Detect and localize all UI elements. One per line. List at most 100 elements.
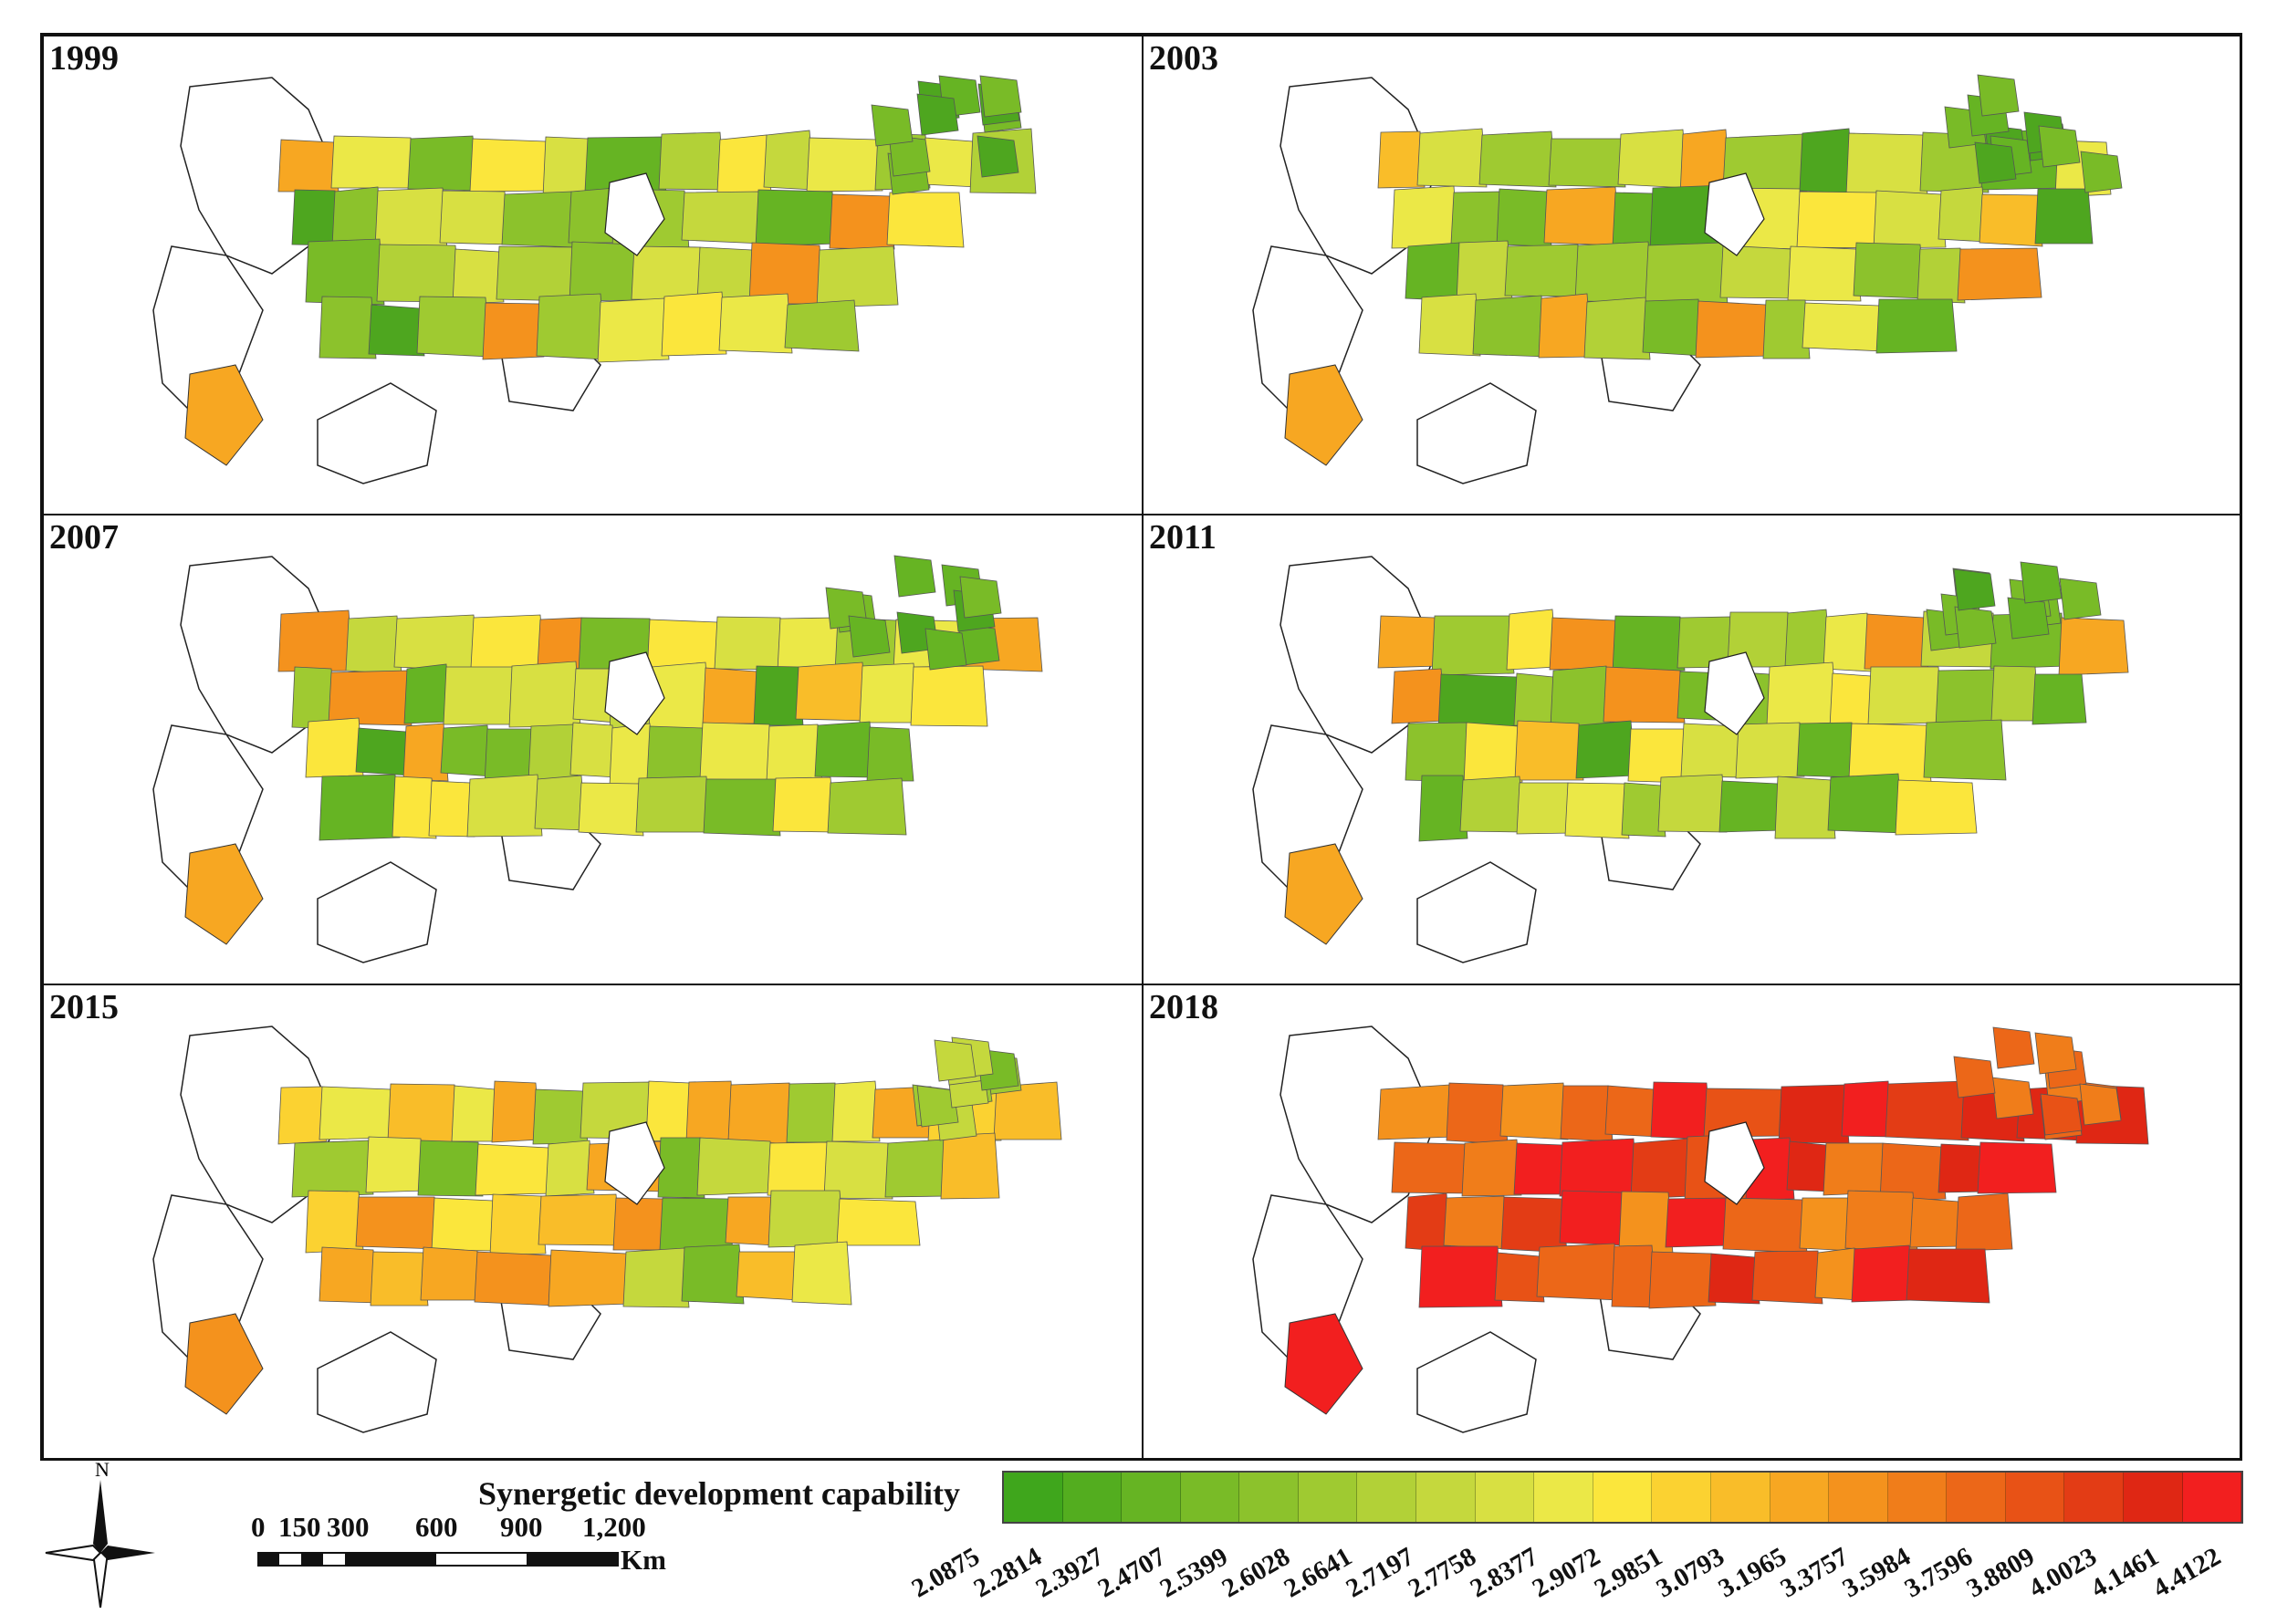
map-region	[1478, 130, 1557, 188]
map-region	[1979, 193, 2043, 247]
map-region	[1377, 1084, 1455, 1140]
region-map	[152, 75, 1037, 484]
map-region	[685, 1080, 736, 1143]
map-region	[491, 1080, 541, 1143]
map-region	[319, 774, 401, 841]
map-region	[1938, 186, 1988, 243]
map-region	[622, 1247, 690, 1308]
map-region	[1564, 782, 1630, 839]
legend-tick-label: 2.5399	[1154, 1542, 1233, 1604]
map-panel-2015: 2015	[43, 984, 1143, 1461]
map-region	[1796, 191, 1882, 249]
legend-tick-label: 2.4707	[1092, 1542, 1171, 1604]
legend-swatch	[1829, 1473, 1888, 1522]
map-region	[979, 75, 1022, 118]
panel-year-label: 2003	[1149, 39, 1218, 78]
map-region	[755, 189, 838, 247]
map-region	[1648, 1251, 1717, 1309]
map-region	[736, 1251, 800, 1301]
map-region	[1799, 1197, 1854, 1252]
legend-swatch	[1770, 1473, 1830, 1522]
map-region	[1955, 1192, 2013, 1252]
map-region	[871, 104, 914, 147]
map-region	[1841, 1080, 1894, 1138]
legend-swatch	[2123, 1473, 2183, 1522]
map-region	[569, 241, 640, 302]
map-region	[1787, 245, 1862, 302]
map-region	[922, 137, 978, 188]
legend-tick-label: 3.7596	[1899, 1542, 1978, 1604]
map-region	[681, 1244, 745, 1305]
legend-title: Synergetic development capability	[478, 1475, 960, 1512]
scale-label-300: 300	[327, 1511, 370, 1543]
region-map	[152, 555, 1043, 963]
map-region	[1799, 128, 1854, 194]
map-region	[727, 1082, 795, 1145]
map-region	[1504, 244, 1583, 297]
map-region	[1446, 1082, 1509, 1145]
map-region	[538, 1193, 621, 1246]
map-region	[1494, 1252, 1545, 1303]
map-region	[886, 192, 965, 248]
map-panel-1999: 1999	[43, 36, 1143, 515]
map-region	[1665, 1197, 1731, 1248]
legend-tick-label: 4.1461	[2085, 1542, 2164, 1604]
map-region	[1456, 240, 1513, 304]
legend-swatch	[1475, 1473, 1535, 1522]
map-region	[1431, 615, 1515, 676]
map-region	[1450, 191, 1505, 245]
map-region	[317, 382, 437, 484]
map-region	[387, 1083, 460, 1145]
map-region	[1722, 1197, 1808, 1254]
map-region	[569, 722, 618, 778]
map-region	[393, 614, 479, 671]
map-region	[795, 661, 868, 722]
legend-tick-label: 2.2814	[968, 1542, 1047, 1604]
map-panel-2011: 2011	[1143, 515, 2242, 984]
map-region	[831, 1080, 881, 1142]
map-region	[1416, 861, 1537, 963]
map-region	[1992, 1026, 2035, 1069]
map-region	[816, 245, 899, 308]
map-region	[1650, 1081, 1712, 1140]
panel-year-label: 2018	[1149, 988, 1218, 1026]
map-region	[474, 1251, 557, 1306]
map-region	[934, 1039, 977, 1082]
map-region	[532, 1088, 589, 1145]
map-region	[2038, 125, 2081, 168]
map-region	[330, 135, 416, 189]
north-arrow-icon: N	[45, 1462, 155, 1608]
map-region	[482, 302, 545, 360]
map-region	[365, 1136, 426, 1193]
scale-label-1200: 1,200	[582, 1511, 646, 1543]
map-region	[355, 1196, 440, 1250]
map-region	[1851, 1244, 1915, 1303]
legend-tick-label: 4.0023	[2023, 1542, 2102, 1604]
map-region	[1885, 1080, 1969, 1141]
map-region	[1416, 128, 1488, 188]
map-region	[1719, 245, 1796, 299]
map-region	[1405, 242, 1465, 302]
map-region	[977, 135, 1019, 178]
panel-year-label: 2007	[49, 518, 119, 557]
map-region	[407, 135, 478, 192]
map-region	[1391, 668, 1447, 724]
map-region	[829, 193, 895, 250]
legend-tick-label: 2.6641	[1279, 1542, 1357, 1604]
map-region	[1906, 1248, 1990, 1304]
map-region	[376, 244, 461, 303]
legend-swatch	[1593, 1473, 1653, 1522]
legend-tick-label: 3.8809	[1961, 1542, 2040, 1604]
map-region	[848, 615, 891, 658]
map-region	[884, 1139, 949, 1198]
map-region	[1991, 1077, 2034, 1119]
map-region	[1461, 1139, 1522, 1197]
map-region	[893, 555, 936, 598]
map-region	[1845, 132, 1928, 196]
map-region	[1617, 129, 1688, 189]
map-region	[635, 776, 712, 833]
map-region	[681, 191, 764, 245]
legend-swatch	[1357, 1473, 1417, 1522]
map-region	[2032, 673, 2087, 725]
map-region	[1953, 1056, 1996, 1098]
